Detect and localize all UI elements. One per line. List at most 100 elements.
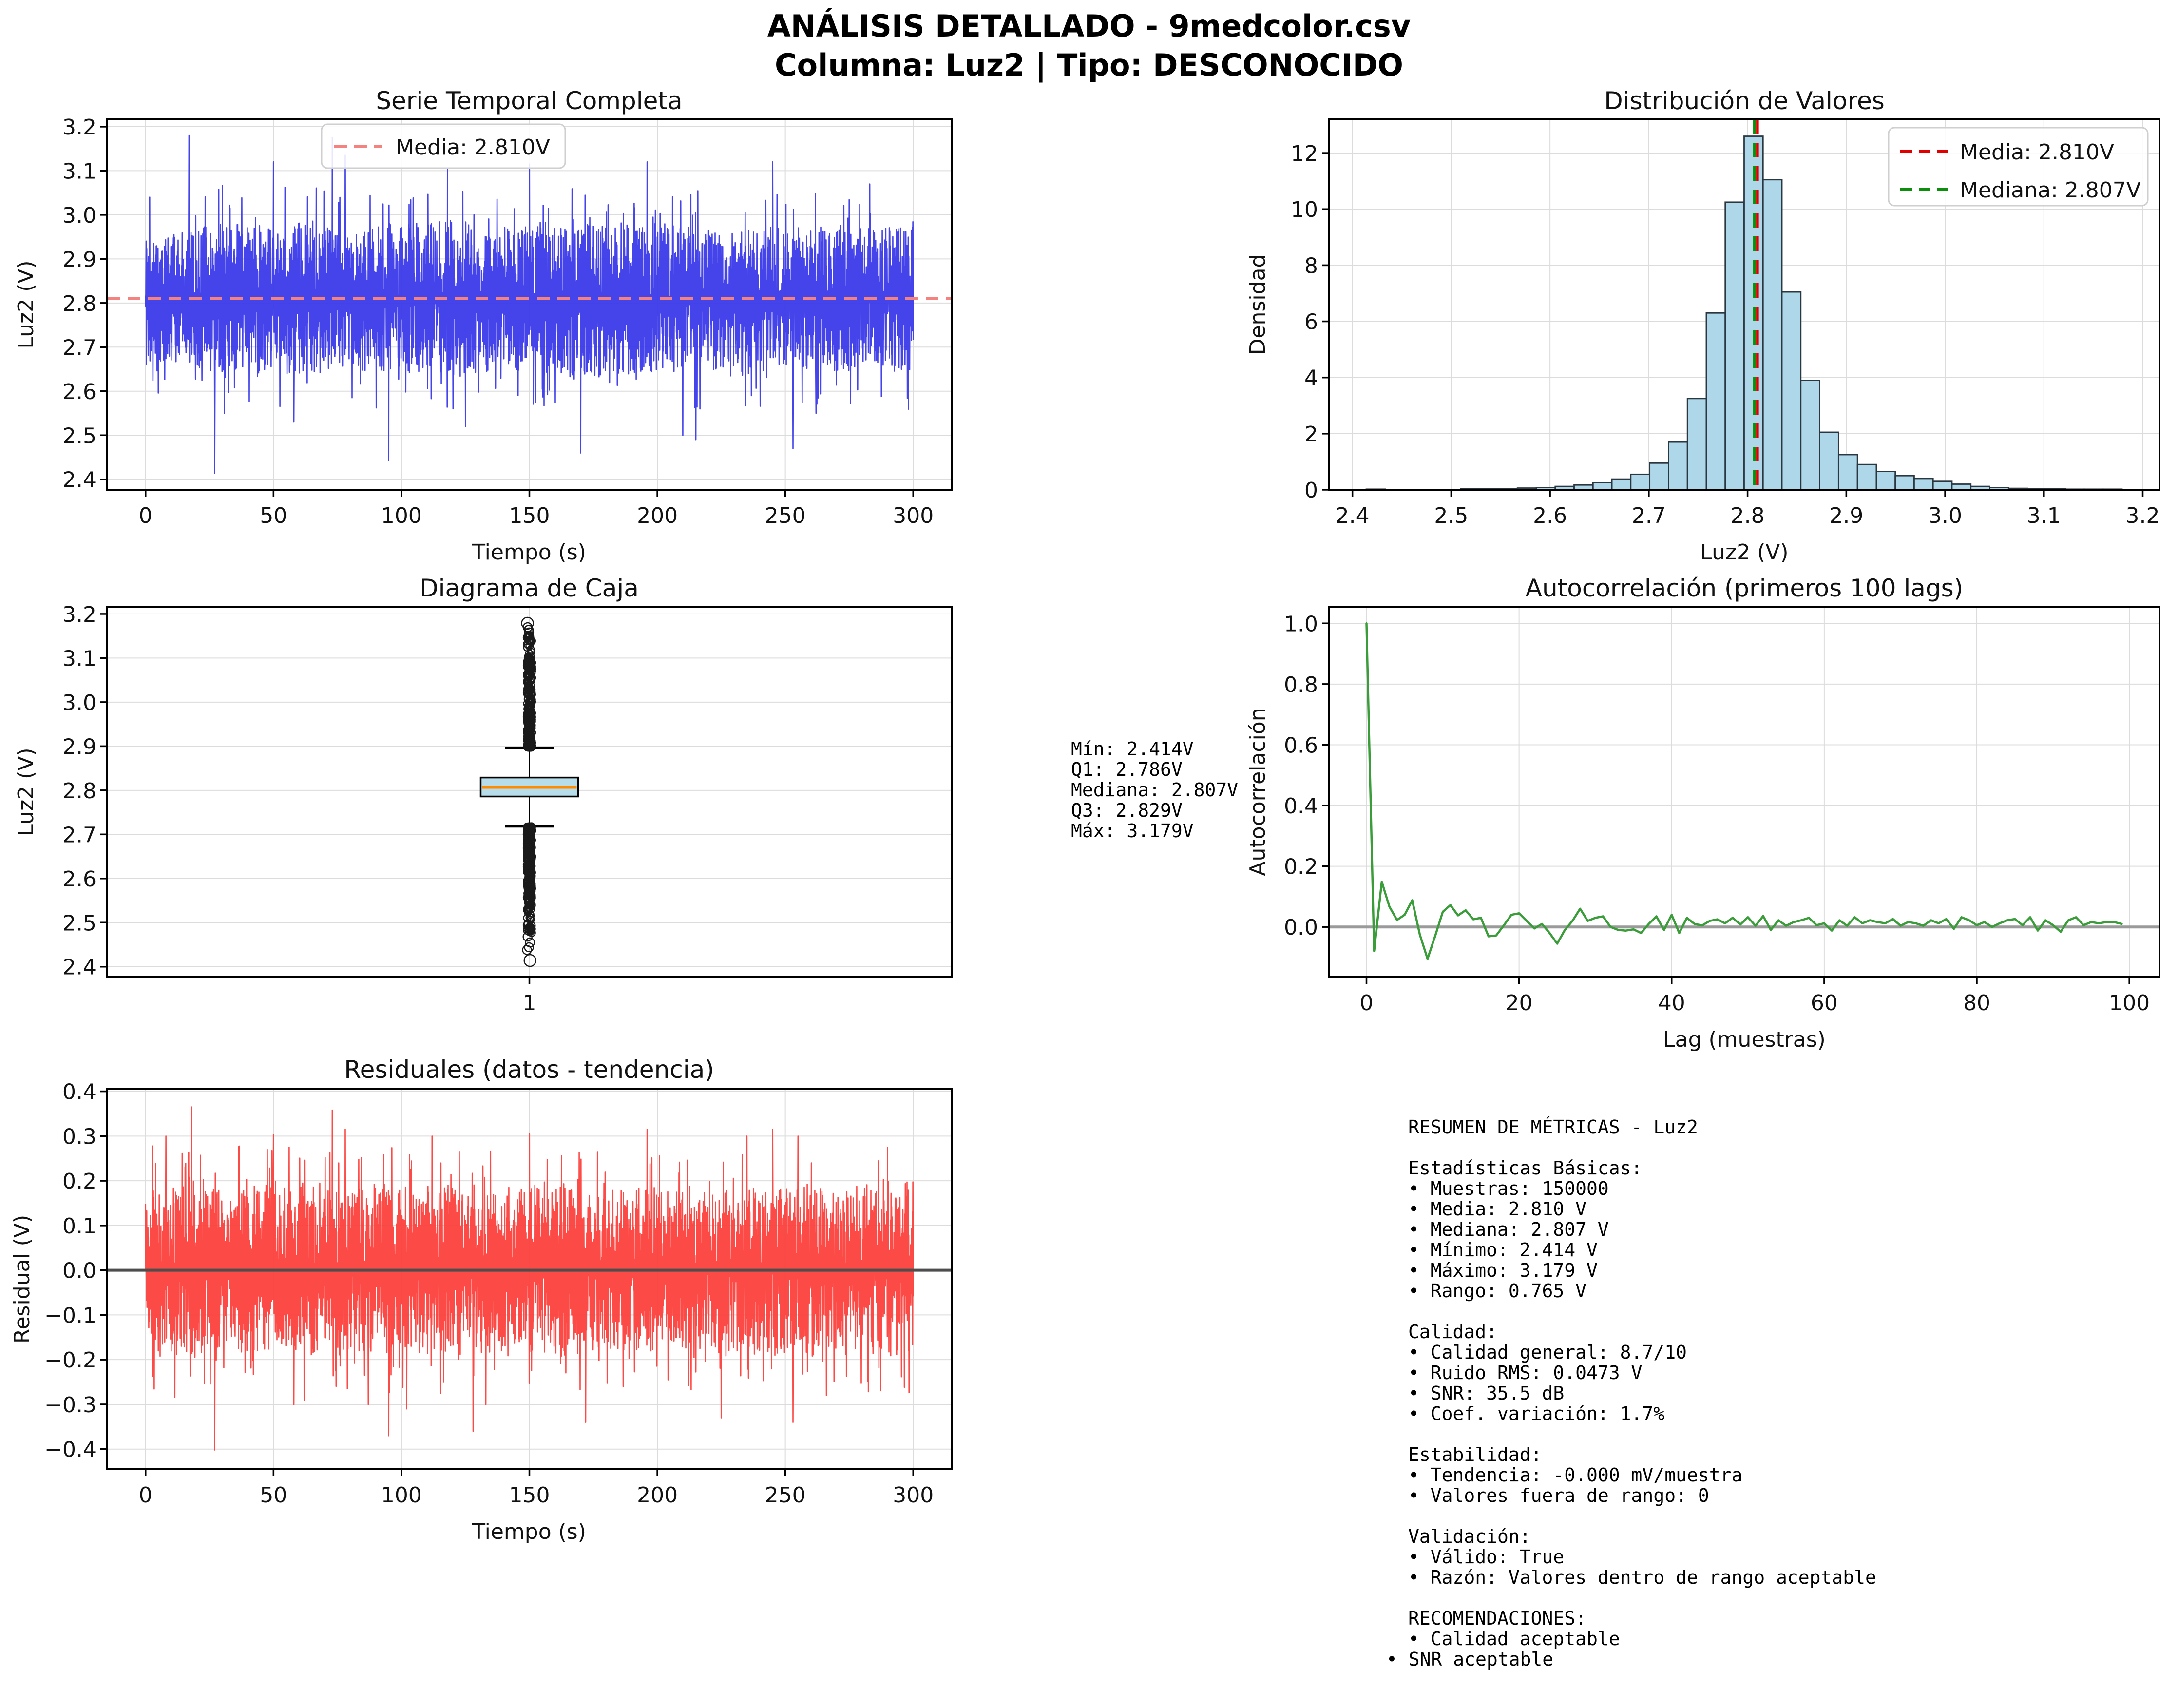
tick-label: 2 (1304, 422, 1318, 447)
metrics-summary-text: RESUMEN DE MÉTRICAS - Luz2 Estadísticas … (1408, 1116, 1876, 1650)
outlier-point (526, 698, 535, 708)
outlier-point (526, 897, 535, 906)
serie-xlabel: Tiempo (s) (472, 540, 586, 565)
tick-label: 100 (381, 503, 422, 528)
tick-label: 2.8 (62, 779, 96, 804)
outlier-point (527, 664, 536, 673)
tick-label: 10 (1291, 197, 1318, 222)
outlier-point (525, 863, 535, 871)
outlier-point (526, 845, 535, 854)
tick-label: 8 (1304, 253, 1318, 278)
resid-xlabel: Tiempo (s) (472, 1519, 586, 1544)
tick-label: 100 (381, 1483, 422, 1508)
tick-label: 0.0 (1284, 915, 1318, 940)
tick-label: 2.9 (1829, 503, 1863, 528)
tick-label: 0.4 (1284, 794, 1318, 819)
axes-frame (1328, 606, 2160, 978)
tick-label: 2.6 (62, 380, 96, 404)
distribucion-plot: 2.4 2.5 2.6 2.7 2.8 2.9 3.0 3.1 3.2 0 2 4 6 8 10 12 (1291, 118, 2160, 528)
tick-label: 3.2 (2126, 503, 2160, 528)
resid-ylabel: Residual (V) (10, 1215, 35, 1343)
outlier-point (525, 868, 534, 877)
hist-ylabel: Densidad (1245, 254, 1270, 355)
tick-label: 1 (523, 991, 536, 1016)
autocorrelacion-plot: 0 20 40 60 80 100 0.0 0.2 0.4 0.6 0.8 1.0 (1284, 606, 2160, 1016)
tick-label: 2.7 (62, 335, 96, 360)
labels-layer: Serie Temporal Completa Distribución de … (10, 87, 1963, 1544)
outlier-point (527, 829, 535, 838)
outlier-point (523, 720, 533, 729)
tick-label: 200 (637, 1483, 678, 1508)
tick-label: 150 (509, 1483, 550, 1508)
tick-label: 2.9 (62, 734, 96, 759)
tick-label: 2.5 (62, 423, 96, 448)
outlier-point (527, 873, 536, 882)
tick-label: 0.2 (1284, 855, 1318, 880)
serie-legend-label: Media: 2.810V (396, 135, 550, 160)
legend-frame (321, 123, 566, 169)
tick-label: 250 (765, 503, 806, 528)
outlier-point (527, 884, 536, 893)
outlier-point (525, 641, 534, 650)
outlier-point (527, 843, 536, 852)
histogram-bar (1819, 431, 1839, 491)
histogram-bar (1649, 462, 1669, 491)
tick-label: 2.4 (1336, 503, 1370, 528)
serie-title: Serie Temporal Completa (376, 87, 682, 115)
tick-label: 300 (893, 1483, 934, 1508)
tick-label: 12 (1291, 141, 1318, 166)
outlier-point (525, 635, 534, 644)
tick-label: 3.1 (2027, 503, 2061, 528)
outlier-point (525, 742, 534, 751)
acf-line (1365, 622, 2123, 960)
hist-legend-mean-label: Media: 2.810V (1960, 140, 2114, 165)
tick-label: 80 (1963, 991, 1990, 1016)
tick-label: −0.3 (44, 1393, 96, 1418)
tick-label: 0.0 (62, 1259, 96, 1284)
histogram-bar (1724, 201, 1745, 491)
outlier-point (521, 616, 534, 630)
tick-label: 250 (765, 1483, 806, 1508)
box-title: Diagrama de Caja (420, 574, 639, 602)
histogram-bar (1762, 179, 1783, 491)
tick-label: 3.0 (62, 203, 96, 228)
tick-label: 40 (1658, 991, 1685, 1016)
tick-label: 6 (1304, 310, 1318, 335)
tick-label: 100 (2109, 991, 2150, 1016)
tick-label: 2.7 (62, 823, 96, 847)
histogram-bar (1630, 473, 1651, 491)
outlier-point (525, 888, 534, 898)
outlier-point (525, 913, 534, 922)
tick-label: 200 (637, 503, 678, 528)
tick-label: 300 (893, 503, 934, 528)
histogram-bar (1894, 475, 1915, 491)
outlier-point (523, 659, 532, 668)
outlier-point (522, 932, 533, 942)
serie-ylabel: Luz2 (V) (14, 260, 38, 348)
histogram-bar (1668, 441, 1688, 491)
tick-label: 2.8 (1731, 503, 1765, 528)
tick-label: −0.1 (44, 1303, 96, 1328)
outlier-point (523, 926, 532, 935)
axes-frame (1328, 118, 2160, 491)
histogram-bar (1875, 471, 1896, 491)
tick-label: 3.0 (1928, 503, 1962, 528)
tick-label: 2.4 (62, 955, 96, 980)
tick-label: 2.6 (1533, 503, 1567, 528)
tick-label: 2.4 (62, 468, 96, 493)
acf-xlabel: Lag (muestras) (1663, 1027, 1826, 1052)
tick-label: 2.5 (1434, 503, 1468, 528)
hist-xlabel: Luz2 (V) (1700, 540, 1788, 565)
histogram-bar (1913, 478, 1934, 491)
outlier-point (526, 910, 535, 919)
outlier-point (524, 672, 534, 681)
serie-legend: Media: 2.810V (321, 123, 566, 169)
outlier-point (526, 696, 535, 705)
tick-label: 1.0 (1284, 612, 1318, 636)
signal-line (145, 134, 914, 474)
tick-label: 0 (139, 503, 153, 528)
hist-legend-median-label: Mediana: 2.807V (1960, 178, 2141, 203)
outlier-point (523, 954, 536, 967)
outlier-point (526, 738, 535, 747)
